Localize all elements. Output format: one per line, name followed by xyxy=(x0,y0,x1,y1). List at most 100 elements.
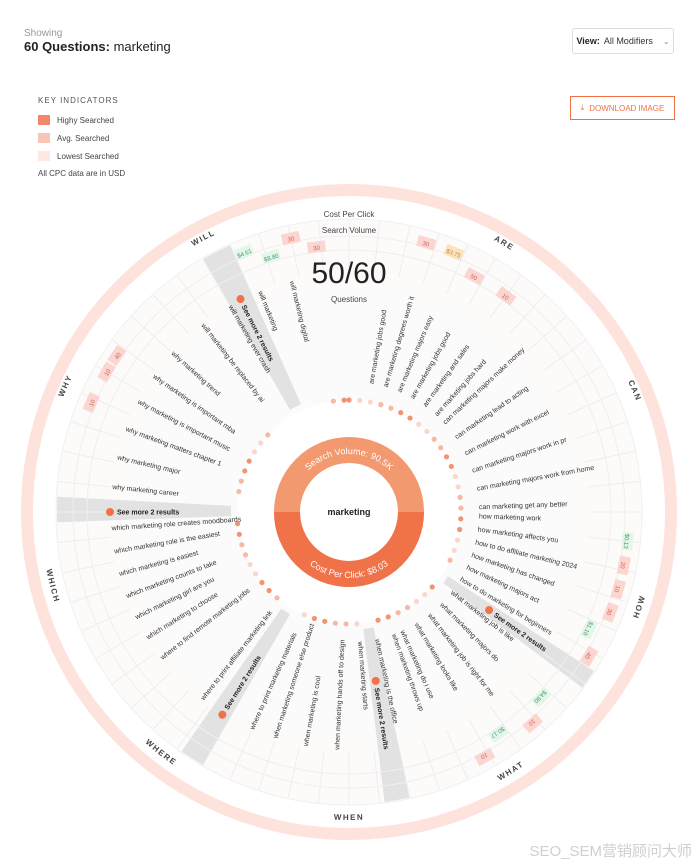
download-icon: ⤓ xyxy=(580,103,585,112)
grid-spoke xyxy=(287,746,300,798)
question-dot[interactable] xyxy=(247,561,253,568)
cell-value: 50 xyxy=(469,274,478,283)
grid-spoke xyxy=(446,245,469,293)
question-dot[interactable] xyxy=(454,537,461,543)
question-dot[interactable] xyxy=(242,468,248,474)
question-dot[interactable] xyxy=(274,595,280,601)
view-modifier-select[interactable]: View: All Modifiers ⌄ xyxy=(572,28,674,54)
question-dot[interactable] xyxy=(330,398,337,404)
cpc-cell: 30 xyxy=(602,601,619,623)
question-dot[interactable] xyxy=(457,526,463,533)
download-image-button[interactable]: ⤓ DOWNLOAD IMAGE xyxy=(570,96,675,120)
cell-bg xyxy=(602,601,619,623)
grid-spoke xyxy=(95,631,142,659)
question-dot[interactable] xyxy=(448,463,454,470)
question-dot[interactable] xyxy=(455,484,461,490)
cpc-cell: 50 xyxy=(463,267,485,286)
question-dot[interactable] xyxy=(458,516,464,522)
modifier-label-how[interactable]: HOW xyxy=(631,594,647,620)
question-dot[interactable] xyxy=(346,397,352,403)
question-item[interactable]: can marketing get any better xyxy=(479,501,569,511)
modifier-label-which[interactable]: WHICH xyxy=(44,568,61,604)
view-label: View: xyxy=(576,36,600,46)
cell-bg xyxy=(530,687,552,708)
grid-spoke xyxy=(112,652,156,685)
cell-bg xyxy=(416,235,437,251)
grid-spoke xyxy=(131,316,171,352)
cpc-cell: 10 xyxy=(495,286,517,306)
question-dot[interactable] xyxy=(253,571,259,577)
question-dot[interactable] xyxy=(398,410,404,416)
see-more-link[interactable]: See more 2 results xyxy=(106,508,179,517)
question-dot[interactable] xyxy=(431,436,437,442)
legend-swatch-avg xyxy=(38,133,50,143)
grid-spoke xyxy=(527,316,567,352)
question-dot[interactable] xyxy=(357,397,363,404)
grid-spoke xyxy=(422,740,440,790)
question-dot[interactable] xyxy=(322,618,328,624)
question-dot[interactable] xyxy=(388,405,394,411)
question-dot[interactable] xyxy=(265,432,271,438)
question-dot[interactable] xyxy=(407,415,413,421)
cell-value: 10 xyxy=(500,293,509,302)
question-item[interactable]: how marketing work xyxy=(479,513,542,522)
grid-spoke xyxy=(468,258,496,305)
question-dot[interactable] xyxy=(413,598,420,605)
question-dot[interactable] xyxy=(251,449,258,455)
question-dot[interactable] xyxy=(458,505,464,511)
see-more-band xyxy=(363,627,410,802)
question-dot[interactable] xyxy=(236,531,242,537)
cell-value: 40 xyxy=(114,352,123,361)
question-dot[interactable] xyxy=(301,612,307,618)
grid-spoke xyxy=(373,750,381,803)
cell-value: 10 xyxy=(612,585,620,594)
question-dot[interactable] xyxy=(236,488,242,495)
question-dot[interactable] xyxy=(447,557,453,563)
question-dot[interactable] xyxy=(235,521,241,527)
question-dot[interactable] xyxy=(375,617,381,623)
question-dot[interactable] xyxy=(259,579,265,586)
question-dot[interactable] xyxy=(238,478,244,484)
question-dot[interactable] xyxy=(258,440,264,446)
question-dot[interactable] xyxy=(239,542,245,548)
grid-spoke xyxy=(568,609,616,632)
download-label: DOWNLOAD IMAGE xyxy=(589,103,665,113)
grid-spoke xyxy=(63,450,115,463)
cpc-cell: 10 xyxy=(610,579,626,600)
question-dot[interactable] xyxy=(343,621,349,627)
question-dot[interactable] xyxy=(242,552,249,558)
showing-label: Showing xyxy=(24,28,63,39)
question-dot[interactable] xyxy=(311,615,317,622)
cell-value: $3.75 xyxy=(445,249,462,260)
question-dot[interactable] xyxy=(429,584,435,590)
question-dot[interactable] xyxy=(395,610,401,616)
question-dot[interactable] xyxy=(341,397,347,403)
arrow-icon xyxy=(236,295,245,304)
question-dot[interactable] xyxy=(457,494,463,500)
question-dot[interactable] xyxy=(385,614,391,620)
question-dot[interactable] xyxy=(422,591,428,598)
question-dot[interactable] xyxy=(378,402,384,408)
question-dot[interactable] xyxy=(354,621,360,627)
cell-value: 30 xyxy=(313,246,321,253)
question-dot[interactable] xyxy=(246,458,252,464)
cell-bg xyxy=(610,579,626,600)
modifier-label-when[interactable]: WHEN xyxy=(334,813,365,822)
question-dot[interactable] xyxy=(404,604,411,611)
cell-value: 20 xyxy=(618,561,625,569)
question-dot[interactable] xyxy=(438,445,444,451)
cpc-cell: $3.75 xyxy=(443,243,465,261)
question-dot[interactable] xyxy=(424,428,430,435)
question-dot[interactable] xyxy=(367,399,373,405)
question-dot[interactable] xyxy=(416,421,422,427)
question-dot[interactable] xyxy=(332,620,338,626)
question-dot[interactable] xyxy=(443,454,450,460)
question-dot[interactable] xyxy=(452,473,458,480)
legend-title: KEY INDICATORS xyxy=(38,96,119,105)
question-dot[interactable] xyxy=(266,587,272,594)
grid-spoke xyxy=(176,705,209,749)
arrow-icon xyxy=(485,606,494,615)
question-dot[interactable] xyxy=(451,547,457,553)
grid-spoke xyxy=(489,705,522,749)
